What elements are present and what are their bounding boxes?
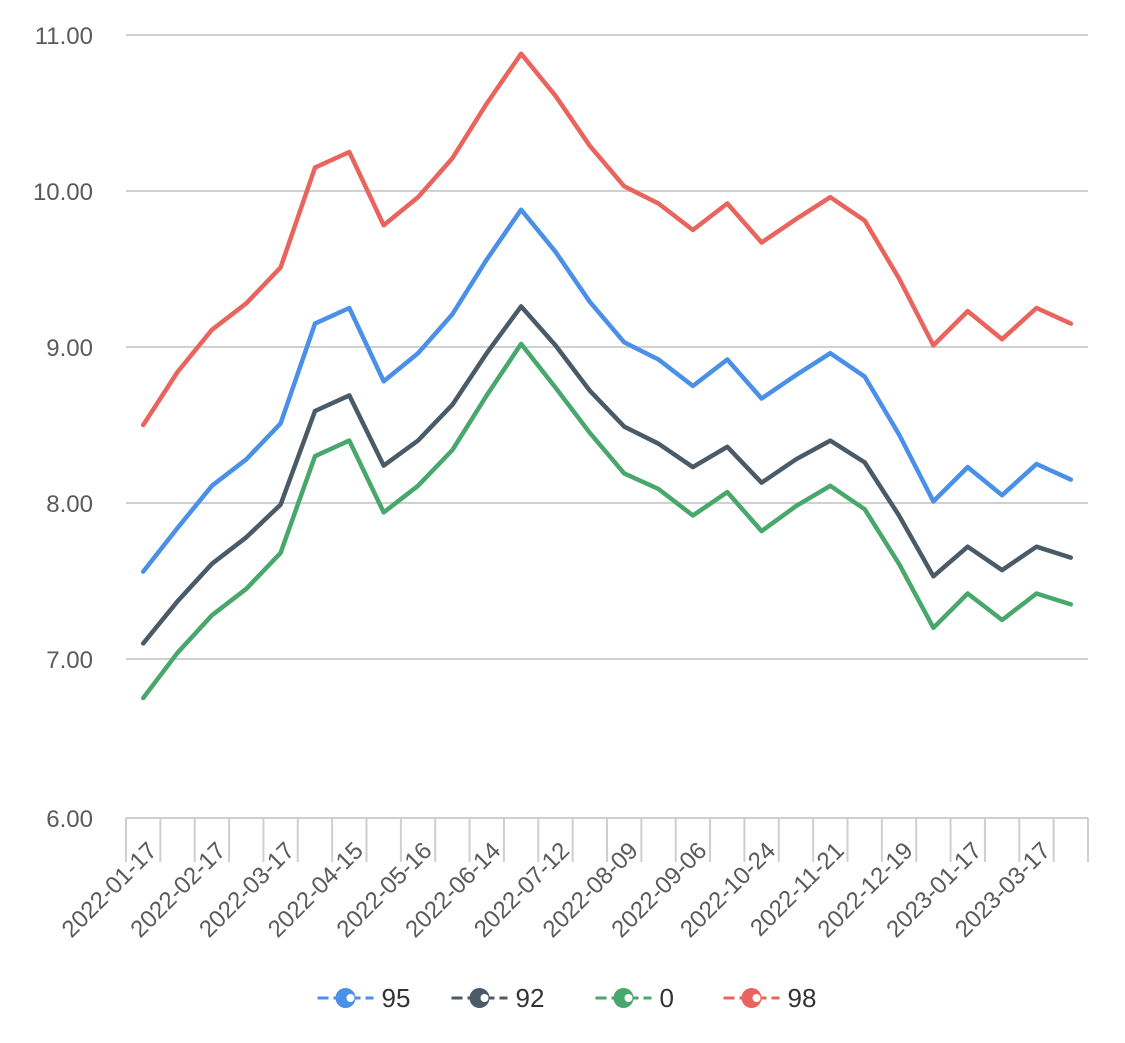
legend-item-95[interactable]: 95 <box>317 983 411 1013</box>
legend[interactable]: 95 92 0 98 <box>317 983 817 1013</box>
legend-marker <box>741 988 762 1008</box>
legend-marker <box>469 988 490 1008</box>
y-tick-label: 6.00 <box>46 806 93 833</box>
legend-label: 0 <box>660 983 674 1013</box>
series-line-92 <box>140 304 1074 646</box>
legend-label: 92 <box>516 983 545 1013</box>
x-axis-tick-labels: 2022-01-172022-02-172022-03-172022-04-15… <box>57 837 1056 943</box>
legend-marker-hole <box>346 994 355 1002</box>
y-tick-label: 11.00 <box>35 23 93 50</box>
y-tick-label: 9.00 <box>46 335 93 362</box>
legend-marker-hole <box>624 994 633 1002</box>
y-tick-label: 10.00 <box>33 179 93 206</box>
legend-item-0[interactable]: 0 <box>595 983 674 1013</box>
grid-lines <box>126 34 1088 660</box>
series-line-0 <box>140 341 1074 701</box>
legend-label: 98 <box>788 983 817 1013</box>
legend-marker <box>613 988 634 1008</box>
legend-marker-hole <box>480 994 489 1002</box>
legend-marker <box>335 988 356 1008</box>
y-axis-tick-labels: 11.00 10.00 9.00 8.00 7.00 6.00 <box>33 23 93 833</box>
series-line-95 <box>140 207 1074 574</box>
y-tick-label: 8.00 <box>46 491 93 518</box>
x-axis <box>125 817 1089 862</box>
series-lines <box>140 51 1074 701</box>
legend-item-98[interactable]: 98 <box>723 983 817 1013</box>
y-tick-label: 7.00 <box>46 647 93 674</box>
legend-marker-hole <box>752 994 761 1002</box>
legend-label: 95 <box>382 983 411 1013</box>
series-line-98 <box>140 51 1074 428</box>
legend-item-92[interactable]: 92 <box>451 983 545 1013</box>
